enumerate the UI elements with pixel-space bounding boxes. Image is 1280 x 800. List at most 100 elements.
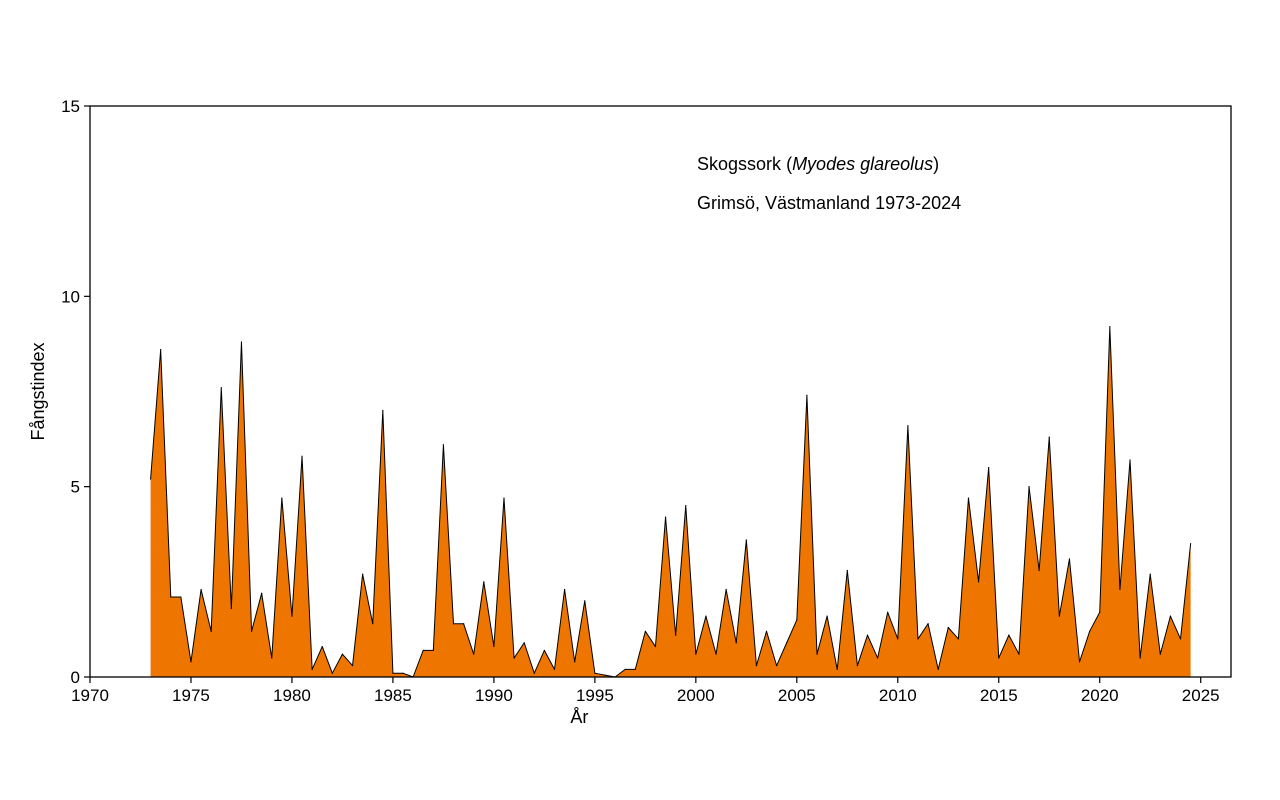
data-point (927, 623, 929, 625)
data-point (563, 588, 566, 591)
data-point (745, 539, 747, 541)
data-point (604, 674, 606, 676)
data-point (1058, 615, 1060, 617)
data-point (695, 653, 697, 655)
y-axis-title: Fångstindex (28, 342, 48, 440)
series-line (150, 326, 1192, 678)
data-point (846, 569, 848, 572)
data-point (523, 642, 525, 644)
data-point (301, 455, 303, 457)
data-point (351, 664, 354, 667)
data-point (664, 516, 667, 518)
data-point (513, 657, 515, 659)
data-point (957, 638, 959, 640)
data-point (493, 645, 495, 648)
data-point (776, 664, 778, 667)
x-axis: 1970 1975 1980 1985 1990 1995 2000 2005 2010 2015… (71, 677, 1220, 705)
data-point (149, 478, 152, 480)
data-point (281, 497, 283, 499)
data-point (624, 668, 626, 670)
data-point (654, 645, 657, 648)
x-tick-label: 2020 (1081, 686, 1119, 705)
data-point (271, 657, 273, 659)
data-point (675, 634, 677, 636)
x-tick-label: 2000 (677, 686, 715, 705)
data-point (1099, 611, 1101, 613)
data-point (1048, 436, 1050, 438)
data-point (452, 623, 455, 625)
data-point (988, 467, 990, 469)
data-point (644, 630, 646, 632)
data-point (705, 615, 707, 617)
x-tick-label: 1985 (374, 686, 412, 705)
data-point (735, 642, 737, 644)
data-point (836, 668, 838, 670)
data-point (715, 653, 717, 655)
data-point (816, 653, 818, 655)
data-point (967, 497, 970, 499)
data-point (1089, 630, 1091, 632)
data-point (947, 626, 949, 629)
data-point (1109, 326, 1111, 328)
data-point (422, 649, 424, 651)
plot-frame (89, 105, 1232, 678)
data-point (533, 672, 535, 674)
x-axis-title: År (570, 707, 588, 727)
data-point (937, 668, 939, 670)
data-point (1038, 569, 1040, 572)
data-point (200, 588, 202, 591)
data-point (786, 642, 788, 644)
data-point (1190, 543, 1192, 545)
data-point (230, 607, 232, 610)
x-tick-label: 1980 (273, 686, 311, 705)
x-tick-label: 1990 (475, 686, 513, 705)
annotation-species: Skogssork (Myodes glareolus) (697, 154, 939, 174)
data-point (725, 588, 727, 591)
data-point (634, 668, 636, 670)
y-axis: 0 5 10 15 (61, 97, 90, 687)
y-tick-label: 5 (71, 478, 80, 497)
data-point (826, 615, 828, 617)
data-point (897, 638, 899, 640)
data-point (917, 638, 919, 640)
data-point (887, 611, 889, 613)
x-tick-label: 1970 (71, 686, 109, 705)
data-point (250, 630, 253, 632)
data-point (463, 623, 465, 625)
data-point (907, 425, 909, 427)
x-tick-label: 2005 (778, 686, 816, 705)
data-point (1078, 661, 1081, 663)
y-tick-label: 0 (71, 668, 80, 687)
data-point (210, 630, 212, 632)
data-point (977, 581, 980, 583)
data-point (685, 505, 687, 507)
x-tick-label: 2010 (879, 686, 917, 705)
data-point (503, 497, 505, 499)
data-point (220, 387, 222, 389)
data-point (796, 619, 798, 621)
data-point (170, 596, 172, 598)
data-point (594, 672, 596, 674)
annotation-species-common: Skogssork (697, 154, 782, 174)
data-point (331, 672, 333, 674)
y-tick-label: 10 (61, 287, 80, 306)
data-point (856, 664, 858, 667)
data-point (876, 657, 879, 659)
data-point (755, 664, 758, 667)
data-point (392, 672, 394, 674)
data-point (382, 409, 384, 412)
data-point (483, 581, 485, 583)
data-point (442, 444, 445, 446)
series-layer (149, 326, 1192, 678)
data-point (240, 341, 243, 343)
x-tick-label: 2025 (1182, 686, 1220, 705)
data-point (1179, 638, 1182, 640)
x-tick-label: 1975 (172, 686, 210, 705)
data-point (291, 615, 293, 617)
data-point (1169, 615, 1172, 617)
annotation-location: Grimsö, Västmanland 1973-2024 (697, 193, 961, 213)
y-tick-label: 15 (61, 97, 80, 116)
data-point (1159, 653, 1161, 655)
data-point (998, 657, 1000, 659)
